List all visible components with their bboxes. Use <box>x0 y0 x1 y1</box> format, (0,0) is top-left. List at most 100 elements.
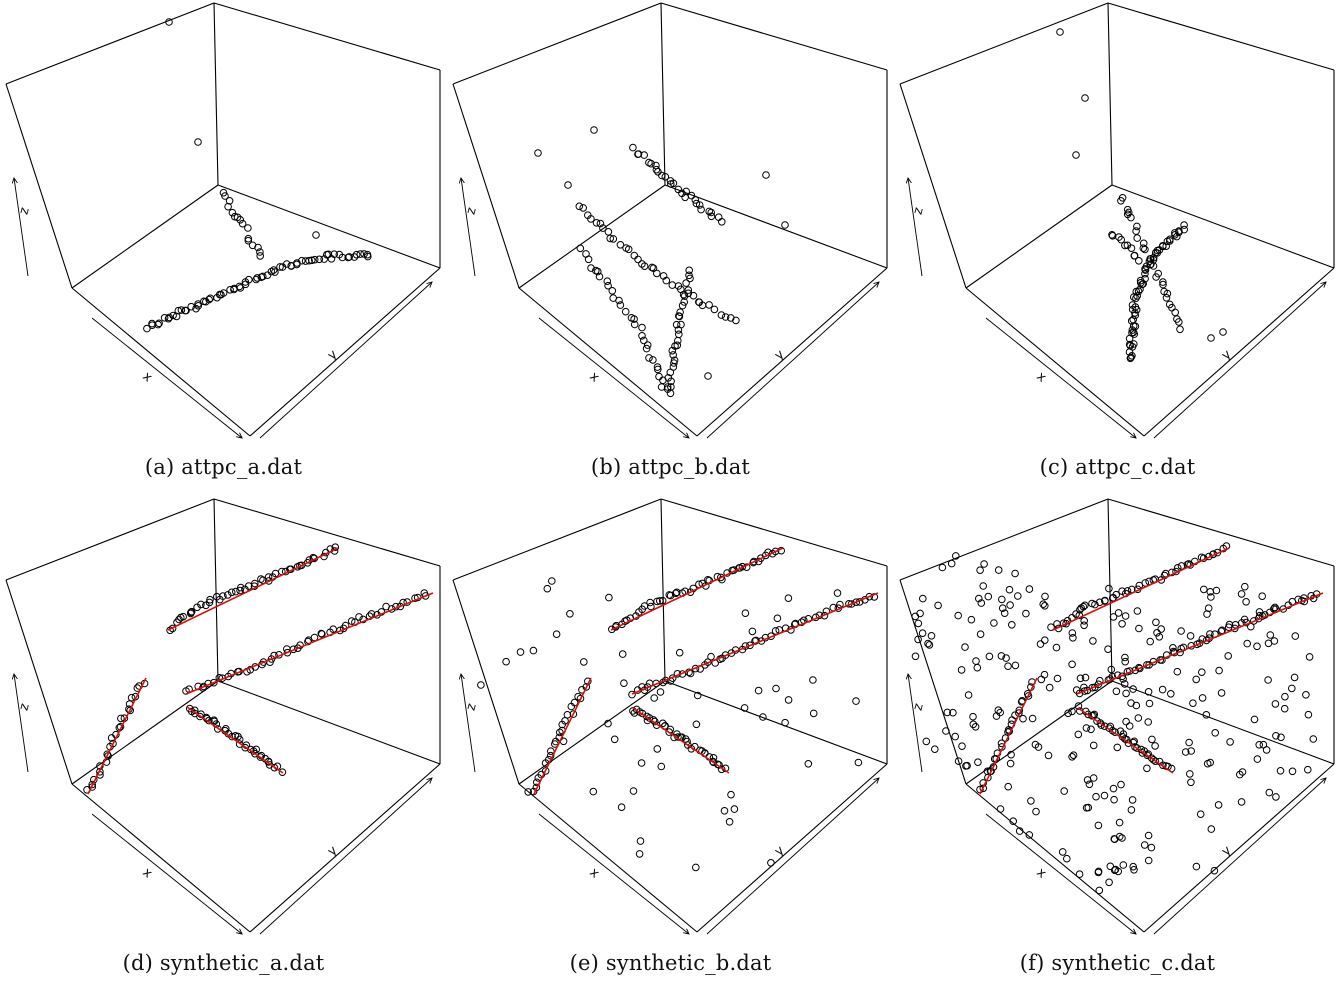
fit-line <box>631 592 879 695</box>
noise-point <box>922 737 931 746</box>
track-point <box>194 302 203 310</box>
track-point <box>685 266 693 275</box>
noise-point <box>1202 711 1211 719</box>
track-point <box>604 281 612 290</box>
track-point <box>1159 278 1167 286</box>
noise-point <box>580 658 588 666</box>
noise-point <box>1127 806 1136 814</box>
box-edge <box>452 498 662 581</box>
noise-point <box>1253 755 1262 763</box>
z-axis-arrow <box>14 178 29 277</box>
z-axis-arrow <box>461 674 476 773</box>
noise-point <box>1302 691 1310 699</box>
track-point <box>1127 317 1136 325</box>
data-point <box>781 221 789 229</box>
noise-point <box>976 630 985 638</box>
track-point <box>88 780 96 789</box>
y-axis-label: y <box>1219 843 1235 860</box>
noise-point <box>1144 831 1153 840</box>
track-point <box>630 320 639 329</box>
track-point <box>236 586 244 595</box>
track-point <box>672 320 681 329</box>
noise-point <box>617 803 626 812</box>
y-axis-arrow <box>1153 778 1326 935</box>
track-point <box>187 302 195 311</box>
track-point <box>1119 730 1128 738</box>
track-point <box>630 315 638 323</box>
track-point <box>714 213 723 221</box>
x-axis-arrow <box>91 317 242 438</box>
track-point <box>169 311 177 320</box>
track-point <box>265 577 273 585</box>
noise-point <box>1265 788 1274 797</box>
box-edge <box>1143 267 1335 437</box>
track-point <box>1127 213 1135 222</box>
track-point <box>1074 702 1083 710</box>
track-point <box>695 201 704 209</box>
track-point <box>270 763 279 772</box>
noise-point <box>1271 700 1280 708</box>
noise-point <box>1147 843 1156 852</box>
noise-point <box>1169 644 1177 652</box>
track-point <box>421 592 430 600</box>
noise-point <box>1052 643 1061 652</box>
track-point <box>127 693 136 702</box>
caption-a: (a) attpc_a.dat <box>144 455 303 479</box>
track-point <box>658 596 667 605</box>
track-point <box>1171 308 1180 317</box>
track-point <box>678 301 687 310</box>
track-point <box>865 592 874 601</box>
noise-point <box>1015 827 1024 835</box>
track-point <box>160 314 169 322</box>
noise-point <box>1304 710 1313 719</box>
noise-point <box>548 577 556 585</box>
track-point <box>746 641 754 650</box>
noise-point <box>1151 742 1159 750</box>
noise-point <box>1025 831 1034 839</box>
noise-point <box>969 712 977 721</box>
track-point <box>1090 710 1099 719</box>
track-point <box>661 173 670 181</box>
noise-point <box>629 787 638 795</box>
noise-point <box>1111 865 1120 874</box>
track-point <box>676 308 684 317</box>
fit-line <box>610 547 784 631</box>
panel-b: z x y (b) attpc_b.dat <box>447 0 894 496</box>
track-point <box>330 250 339 258</box>
track-point <box>669 179 678 188</box>
fit-line <box>979 677 1038 795</box>
noise-point <box>961 643 969 651</box>
noise-point <box>1032 807 1040 816</box>
plot-d: z x y <box>5 498 441 992</box>
data-point <box>1056 28 1064 36</box>
noise-point <box>610 735 619 744</box>
noise-point <box>1104 645 1112 653</box>
track-point <box>709 754 718 762</box>
track-point <box>847 600 856 608</box>
fit-line <box>1076 592 1324 695</box>
noise-point <box>1100 791 1109 800</box>
track-point <box>587 215 595 223</box>
track-point <box>283 260 291 268</box>
noise-point <box>657 762 666 771</box>
track-point <box>224 591 232 599</box>
track-point <box>643 341 652 349</box>
noise-point <box>1089 741 1098 750</box>
box-edge <box>249 763 441 933</box>
track-point <box>1130 340 1138 348</box>
track-point <box>645 354 653 362</box>
track-point <box>673 588 681 597</box>
track-point <box>654 365 662 374</box>
track-point <box>663 383 672 391</box>
track-point <box>656 597 664 605</box>
noise-point <box>1264 676 1272 684</box>
noise-point <box>1277 733 1285 742</box>
noise-point <box>1155 633 1164 641</box>
track-point <box>1091 600 1099 609</box>
noise-point <box>1014 592 1022 600</box>
noise-point <box>1058 848 1067 856</box>
noise-point <box>1008 621 1016 629</box>
track-point <box>236 284 245 292</box>
noise-point <box>974 758 982 767</box>
z-axis-label: z <box>463 206 479 217</box>
